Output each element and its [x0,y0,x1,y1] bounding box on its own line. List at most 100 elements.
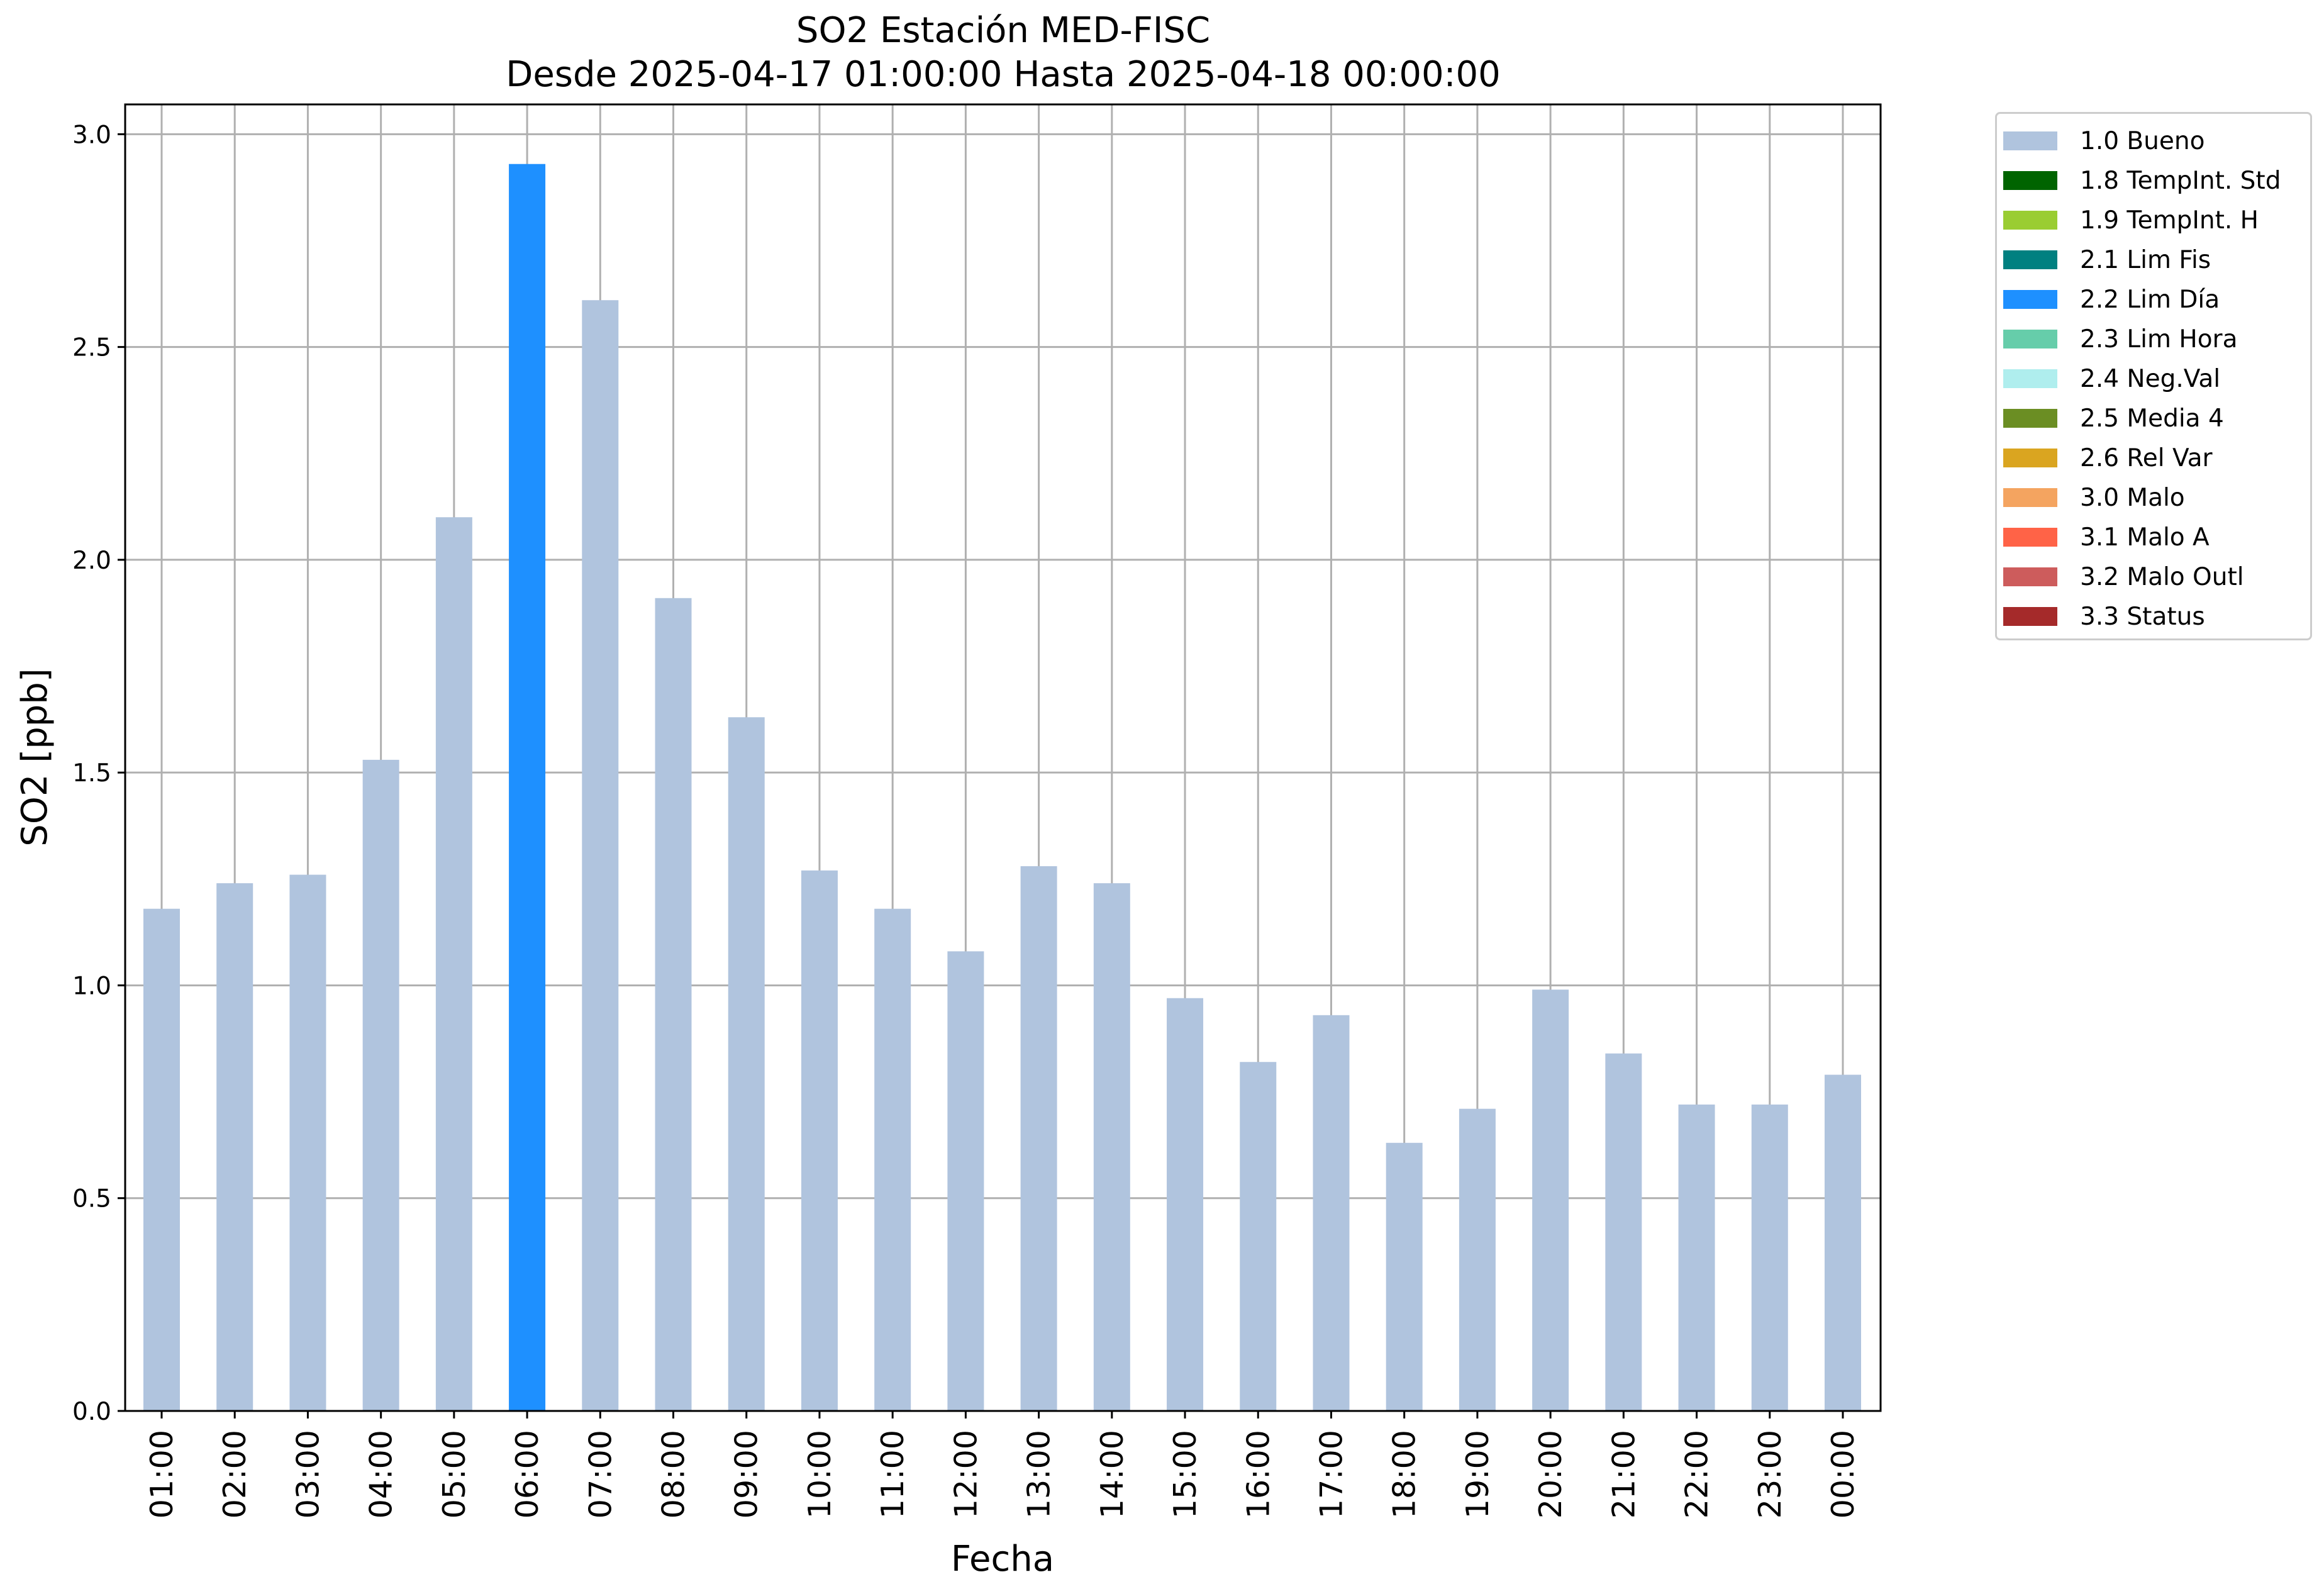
bar [1020,866,1057,1411]
x-axis-label: Fecha [951,1539,1054,1580]
x-tick-label: 14:00 [1094,1430,1130,1519]
y-axis-label: SO2 [ppb] [14,668,55,846]
bar [1313,1015,1350,1411]
bar [1240,1062,1277,1411]
bar [435,517,472,1412]
legend-swatch [2003,607,2057,626]
bar [1678,1104,1715,1411]
legend-item: 1.0 Bueno [2003,125,2204,157]
bar [289,874,326,1411]
x-tick-label: 15:00 [1167,1430,1203,1519]
legend-swatch [2003,131,2057,150]
legend-swatch [2003,528,2057,547]
legend-label: 3.3 Status [2080,602,2205,631]
legend-item: 2.6 Rel Var [2003,442,2213,474]
bar [143,908,180,1411]
legend-swatch [2003,171,2057,190]
bar [947,951,984,1411]
legend-label: 2.1 Lim Fis [2080,245,2211,274]
legend-item: 3.2 Malo Outl [2003,561,2244,593]
legend-item: 2.1 Lim Fis [2003,244,2211,276]
legend-item: 1.9 TempInt. H [2003,204,2259,236]
y-tick-label: 0.5 [72,1185,111,1213]
legend-swatch [2003,567,2057,586]
legend-swatch [2003,211,2057,230]
x-tick-label: 16:00 [1240,1430,1276,1519]
legend-swatch [2003,449,2057,467]
x-tick-label: 12:00 [948,1430,984,1519]
bar [874,908,911,1411]
legend-label: 3.0 Malo [2080,483,2185,512]
x-tick-label: 19:00 [1460,1430,1496,1519]
legend-item: 3.3 Status [2003,601,2205,632]
legend-swatch [2003,369,2057,388]
bar [1386,1142,1423,1411]
legend-label: 1.9 TempInt. H [2080,206,2259,235]
y-tick-label: 1.0 [72,972,111,1000]
bar [1093,883,1130,1411]
bar [1605,1053,1642,1411]
x-axis-ticks: 01:00 02:00 03:00 04:00 05:00 06:00 07:00 08:00… [144,1411,1861,1519]
x-tick-label: 23:00 [1752,1430,1788,1519]
y-tick-label: 2.5 [72,334,111,362]
y-tick-label: 0.0 [72,1398,111,1426]
x-tick-label: 00:00 [1825,1430,1861,1519]
x-tick-label: 18:00 [1387,1430,1423,1519]
y-tick-label: 3.0 [72,121,111,149]
plot-frame [124,103,1882,1412]
legend-label: 2.3 Lim Hora [2080,325,2238,354]
legend-swatch [2003,290,2057,309]
x-tick-label: 05:00 [436,1430,472,1519]
bar [1459,1108,1496,1411]
x-tick-label: 10:00 [802,1430,838,1519]
legend-item: 1.8 TempInt. Std [2003,165,2281,196]
bar [1167,998,1204,1411]
bar [1532,989,1569,1411]
bar [728,717,765,1411]
legend-item: 3.1 Malo A [2003,521,2210,553]
legend-label: 2.5 Media 4 [2080,404,2224,433]
x-tick-label: 07:00 [582,1430,618,1519]
legend-label: 1.0 Bueno [2080,126,2205,155]
x-tick-label: 04:00 [364,1430,399,1519]
bar [582,300,619,1412]
bar [509,164,546,1412]
legend-swatch [2003,488,2057,507]
bar [801,870,838,1411]
x-tick-label: 01:00 [144,1430,180,1519]
legend-label: 1.8 TempInt. Std [2080,166,2281,195]
legend-label: 2.4 Neg.Val [2080,364,2221,393]
x-tick-label: 17:00 [1313,1430,1349,1519]
legend-label: 2.2 Lim Día [2080,285,2220,314]
legend-item: 2.2 Lim Día [2003,284,2220,315]
bar [1751,1104,1788,1411]
legend-item: 2.5 Media 4 [2003,403,2224,434]
chart-title-line1: SO2 Estación MED-FISC [796,10,1211,51]
x-tick-label: 08:00 [656,1430,692,1519]
x-tick-label: 09:00 [729,1430,765,1519]
legend-label: 3.1 Malo A [2080,523,2210,552]
legend: 1.0 Bueno 1.8 TempInt. Std 1.9 TempInt. H 2… [1995,112,2312,640]
x-tick-label: 22:00 [1679,1430,1715,1519]
legend-label: 2.6 Rel Var [2080,443,2213,472]
chart-title-line2: Desde 2025-04-17 01:00:00 Hasta 2025-04-… [506,54,1501,95]
legend-item: 2.3 Lim Hora [2003,323,2238,355]
x-tick-label: 06:00 [509,1430,545,1519]
legend-swatch [2003,330,2057,348]
x-tick-label: 13:00 [1021,1430,1057,1519]
legend-item: 2.4 Neg.Val [2003,363,2220,394]
x-tick-label: 11:00 [875,1430,911,1519]
legend-item: 3.0 Malo [2003,482,2185,513]
legend-label: 3.2 Malo Outl [2080,562,2244,591]
legend-swatch [2003,409,2057,428]
y-tick-label: 1.5 [72,759,111,788]
bar [1825,1074,1861,1411]
x-tick-label: 20:00 [1533,1430,1569,1519]
x-tick-label: 21:00 [1606,1430,1642,1519]
bar [655,598,692,1411]
y-axis-ticks: 0.0 0.5 1.0 1.5 2.0 2.5 3.0 [72,121,125,1426]
bar [362,759,399,1411]
legend-swatch [2003,250,2057,269]
bar [216,883,253,1411]
